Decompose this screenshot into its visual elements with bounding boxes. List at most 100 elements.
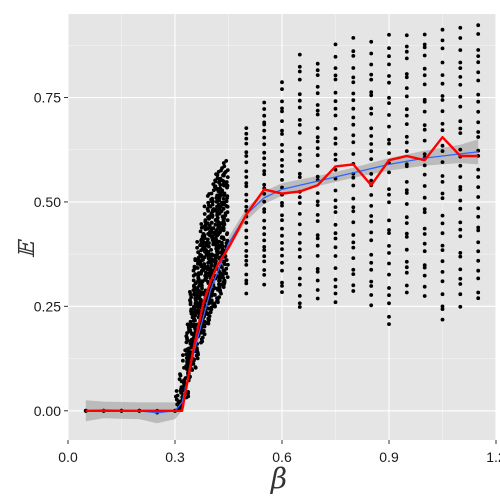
scatter-point	[440, 109, 445, 114]
scatter-point	[209, 307, 214, 312]
scatter-point	[476, 290, 481, 295]
scatter-point	[387, 228, 391, 232]
scatter-point	[212, 184, 217, 189]
scatter-point	[185, 331, 190, 335]
scatter-point	[262, 273, 267, 277]
scatter-point	[333, 54, 338, 59]
scatter-point	[351, 220, 356, 225]
scatter-point	[297, 276, 302, 281]
scatter-point	[387, 261, 391, 266]
scatter-point	[280, 119, 284, 123]
scatter-point	[188, 350, 193, 355]
scatter-point	[404, 113, 409, 118]
mean-line	[85, 135, 479, 412]
scatter-point	[262, 128, 267, 133]
scatter-point	[333, 284, 338, 289]
scatter-point	[195, 294, 200, 299]
scatter-point	[333, 126, 338, 131]
scatter-point	[280, 290, 284, 294]
scatter-point	[440, 243, 445, 248]
scatter-point	[369, 149, 374, 154]
scatter-point	[297, 294, 302, 298]
scatter-point	[297, 201, 302, 206]
scatter-point	[315, 164, 320, 168]
scatter-point	[244, 258, 249, 263]
scatter-point	[174, 397, 179, 402]
scatter-point	[280, 99, 284, 104]
scatter-point	[333, 198, 338, 203]
scatter-point	[315, 219, 320, 224]
scatter-point	[217, 239, 222, 244]
scatter-point	[458, 75, 463, 79]
scatter-point	[351, 115, 356, 120]
scatter-point	[209, 252, 214, 257]
scatter-point	[204, 226, 209, 230]
scatter-point	[202, 332, 207, 337]
scatter-point	[221, 220, 226, 225]
scatter-point	[204, 240, 209, 245]
scatter-point	[315, 191, 320, 196]
scatter-point	[244, 241, 249, 246]
scatter-point	[476, 32, 481, 36]
scatter-point	[369, 214, 374, 218]
scatter-point	[202, 233, 207, 238]
scatter-point	[315, 233, 320, 238]
scatter-point	[333, 136, 338, 141]
scatter-point	[476, 228, 481, 233]
scatter-point	[351, 209, 356, 214]
scatter-point	[458, 119, 463, 124]
scatter-point	[174, 389, 179, 393]
y-tick-label: 0.00	[34, 403, 61, 419]
scatter-point	[351, 122, 356, 127]
scatter-point	[315, 174, 320, 179]
scatter-point	[315, 278, 320, 283]
scatter-point	[297, 92, 302, 97]
scatter-point	[204, 270, 208, 275]
scatter-point	[476, 99, 481, 104]
scatter-point	[440, 98, 445, 102]
y-tick-label: 0.25	[34, 298, 61, 314]
scatter-point	[404, 49, 409, 54]
scatter-point	[440, 317, 445, 322]
scatter-point	[244, 228, 249, 233]
scatter-point	[262, 268, 267, 272]
scatter-point	[262, 248, 267, 253]
scatter-point	[369, 279, 374, 284]
scatter-point	[186, 390, 191, 394]
scatter-point	[351, 175, 356, 180]
scatter-point	[404, 290, 409, 295]
scatter-point	[387, 137, 391, 142]
scatter-point	[224, 204, 229, 208]
scatter-point	[315, 236, 320, 241]
scatter-point	[422, 138, 427, 143]
y-axis-title: 𝔼	[15, 238, 40, 258]
y-axis-ticks: 0.00 0.25 0.50 0.75	[34, 90, 68, 419]
scatter-point	[422, 210, 427, 215]
scatter-point	[387, 62, 391, 67]
scatter-point	[206, 250, 211, 254]
scatter-point	[387, 141, 391, 146]
scatter-point	[244, 220, 249, 225]
scatter-point	[440, 270, 445, 274]
scatter-point	[188, 319, 193, 324]
scatter-point	[210, 234, 215, 238]
scatter-point	[369, 157, 374, 162]
scatter-point	[280, 185, 284, 190]
scatter-point	[262, 259, 267, 264]
y-tick-label: 0.75	[34, 90, 61, 106]
scatter-point	[333, 106, 338, 111]
scatter-point	[225, 231, 230, 236]
scatter-point	[221, 285, 226, 289]
scatter-point	[221, 197, 226, 201]
scatter-point	[333, 73, 338, 78]
scatter-point	[315, 68, 320, 73]
scatter-point	[280, 247, 284, 252]
scatter-point	[440, 81, 445, 86]
scatter-point	[193, 298, 198, 303]
scatter-point	[262, 199, 267, 204]
scatter-point	[458, 251, 463, 255]
scatter-point	[196, 308, 201, 312]
scatter-point	[315, 254, 320, 258]
scatter-point	[262, 100, 267, 105]
